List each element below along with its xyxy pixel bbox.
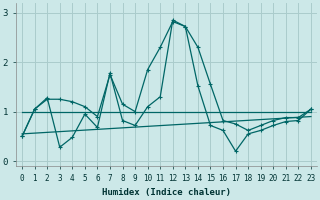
- X-axis label: Humidex (Indice chaleur): Humidex (Indice chaleur): [102, 188, 231, 197]
